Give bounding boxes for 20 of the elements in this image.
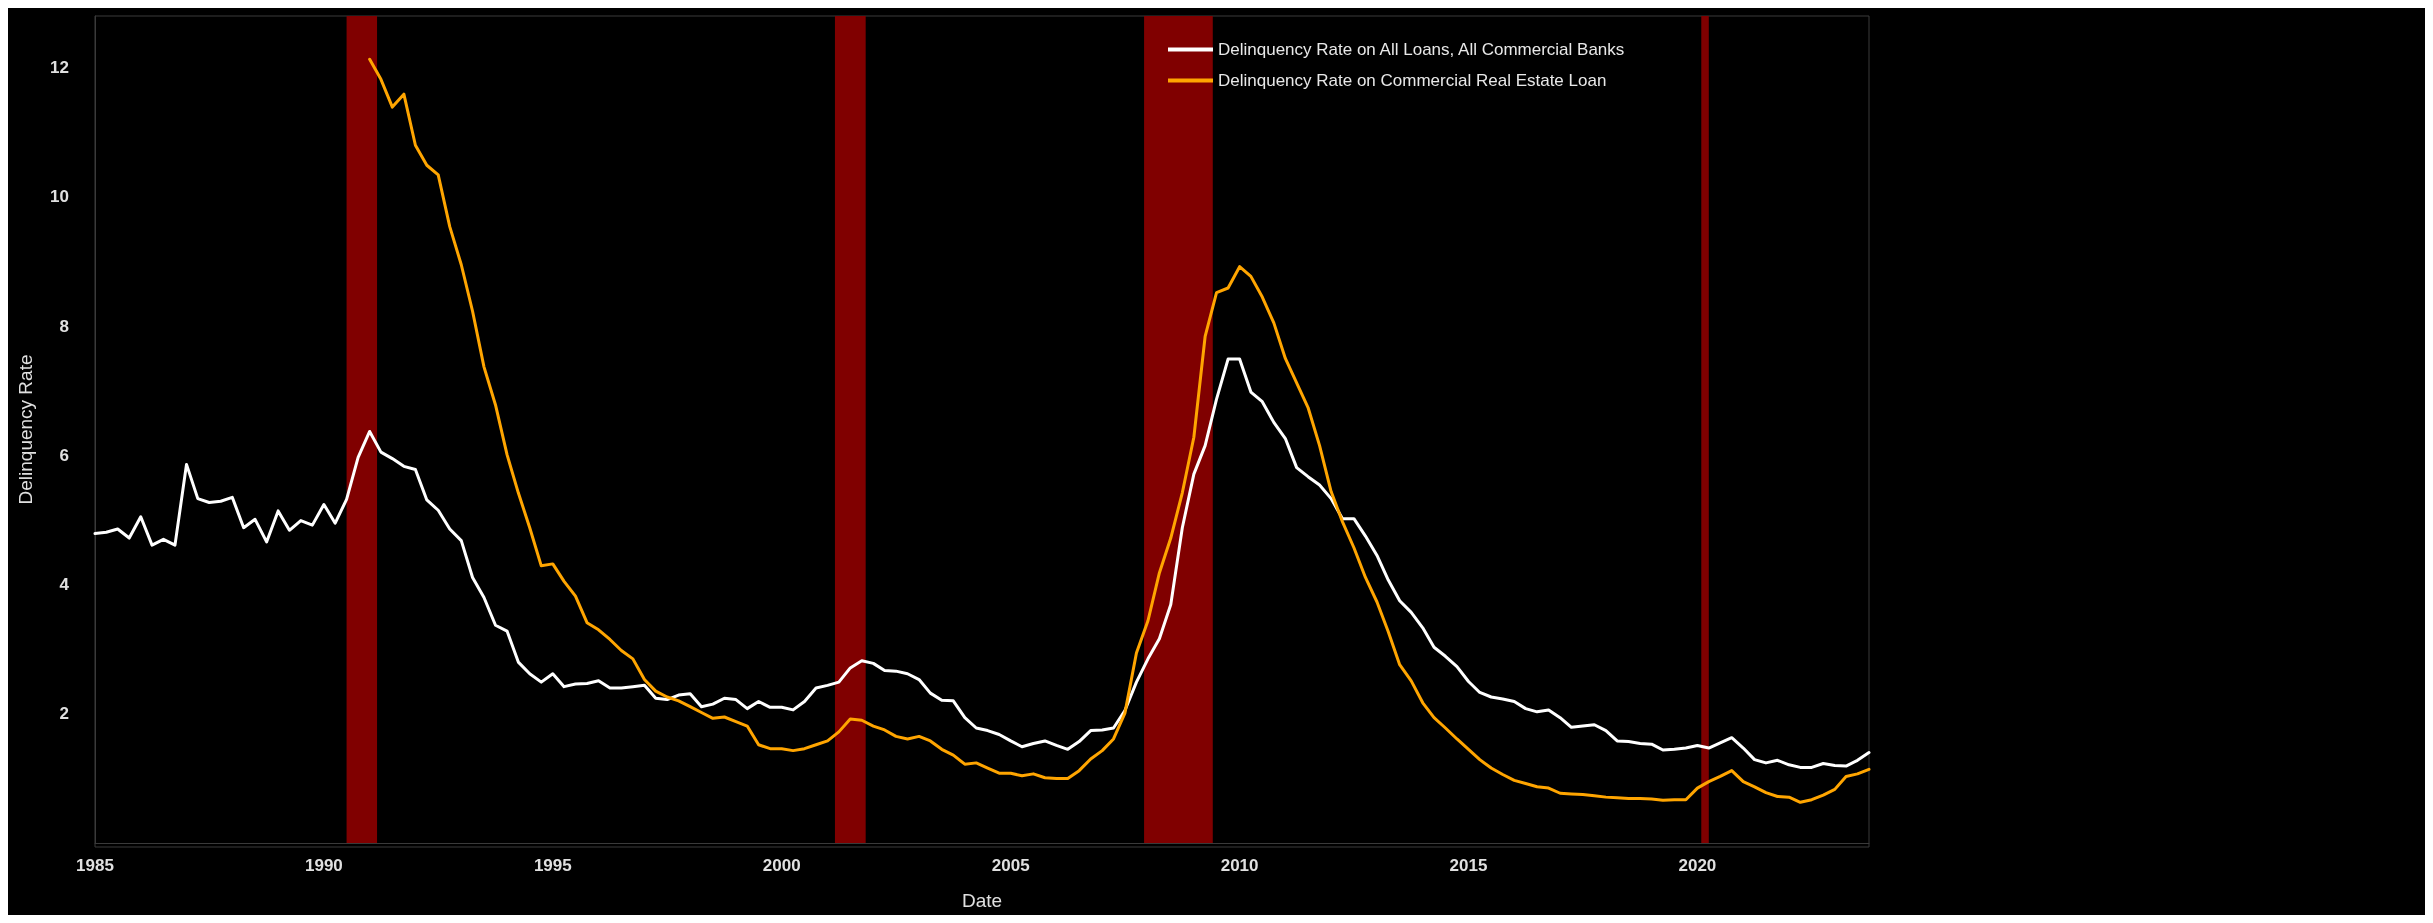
line-series	[93, 357, 1871, 769]
x-tick-label: 2010	[1220, 856, 1259, 875]
x-tick-label: 1985	[76, 856, 114, 875]
line-series	[368, 57, 1871, 804]
x-tick-label: 1995	[533, 856, 572, 875]
legend-label: Delinquency Rate on Commercial Real Estate Loan	[1218, 71, 1607, 90]
y-tick-label: 2	[59, 704, 69, 724]
y-tick-label: 8	[59, 316, 69, 336]
y-axis-title: Delinquency Rate	[15, 354, 36, 505]
x-tick-label: 1990	[304, 856, 343, 875]
y-tick-label: 12	[50, 58, 69, 78]
x-tick-label: 2000	[762, 856, 801, 875]
x-axis-title: Date	[961, 890, 1003, 911]
y-tick-label: 6	[59, 445, 69, 465]
y-tick-label: 4	[59, 575, 70, 595]
x-tick-label: 2020	[1678, 856, 1717, 875]
legend-label: Delinquency Rate on All Loans, All Commercial Banks	[1218, 40, 1625, 59]
x-tick-label: 2015	[1449, 856, 1488, 875]
x-tick-label: 2005	[991, 856, 1030, 875]
y-tick-label: 10	[50, 187, 69, 207]
